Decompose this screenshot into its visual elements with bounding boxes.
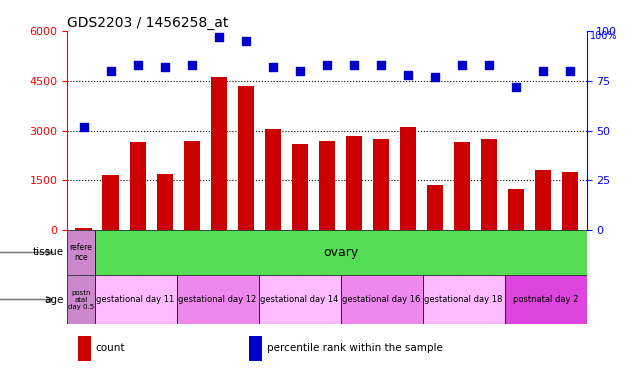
Point — [322, 61, 332, 68]
Point — [187, 61, 197, 68]
Text: gestational day 18: gestational day 18 — [424, 295, 503, 304]
Bar — [129, 142, 146, 230]
Bar — [346, 136, 362, 230]
Bar — [508, 189, 524, 230]
Text: 100%: 100% — [590, 31, 617, 41]
Bar — [562, 172, 578, 230]
Point — [105, 68, 115, 74]
Text: gestational day 12: gestational day 12 — [178, 295, 257, 304]
Point — [565, 68, 576, 74]
Point — [213, 34, 224, 40]
Point — [376, 61, 386, 68]
Point — [511, 84, 521, 90]
Bar — [183, 141, 200, 230]
Bar — [373, 139, 389, 230]
Bar — [211, 77, 227, 230]
Bar — [319, 141, 335, 230]
Bar — [422, 275, 504, 324]
Text: gestational day 11: gestational day 11 — [97, 295, 175, 304]
Bar — [454, 142, 470, 230]
Bar — [504, 275, 587, 324]
Bar — [340, 275, 422, 324]
Bar — [265, 129, 281, 230]
Text: percentile rank within the sample: percentile rank within the sample — [267, 343, 443, 353]
Bar — [78, 336, 90, 361]
Bar — [249, 336, 262, 361]
Bar — [67, 275, 95, 324]
Bar — [258, 275, 340, 324]
Point — [538, 68, 549, 74]
Text: gestational day 16: gestational day 16 — [342, 295, 420, 304]
Bar — [535, 170, 551, 230]
Text: ovary: ovary — [323, 246, 358, 259]
Text: tissue: tissue — [33, 247, 64, 258]
Bar — [427, 185, 443, 230]
Point — [457, 61, 467, 68]
Bar — [76, 228, 92, 230]
Point — [403, 71, 413, 78]
Point — [349, 61, 359, 68]
Bar — [103, 175, 119, 230]
Bar — [156, 174, 173, 230]
Text: count: count — [96, 343, 126, 353]
Text: postnatal day 2: postnatal day 2 — [513, 295, 578, 304]
Bar — [292, 144, 308, 230]
Point — [295, 68, 305, 74]
Point — [430, 74, 440, 80]
Bar — [67, 230, 95, 275]
Text: gestational day 14: gestational day 14 — [260, 295, 338, 304]
Text: age: age — [45, 295, 64, 305]
Point — [268, 64, 278, 70]
Text: GDS2203 / 1456258_at: GDS2203 / 1456258_at — [67, 16, 229, 30]
Bar — [481, 139, 497, 230]
Text: refere
nce: refere nce — [69, 243, 92, 262]
Bar — [177, 275, 258, 324]
Point — [160, 64, 170, 70]
Bar — [238, 86, 254, 230]
Bar — [400, 127, 416, 230]
Point — [240, 38, 251, 44]
Point — [78, 124, 88, 130]
Point — [484, 61, 494, 68]
Point — [133, 61, 143, 68]
Bar — [95, 275, 177, 324]
Text: postn
atal
day 0.5: postn atal day 0.5 — [68, 290, 94, 310]
